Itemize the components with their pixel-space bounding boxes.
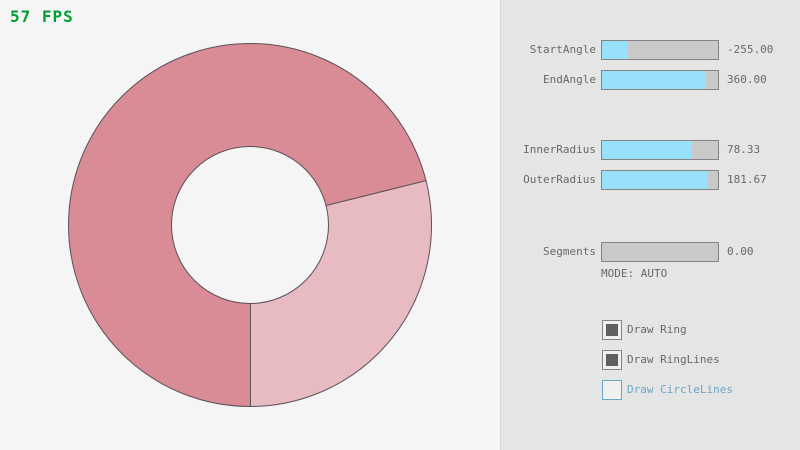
ring-segment-line-bottom <box>250 225 251 407</box>
draw-ringlines-checkbox[interactable] <box>602 350 622 370</box>
inner-radius-slider-fill <box>602 141 693 159</box>
start-angle-slider[interactable] <box>601 40 719 60</box>
draw-circlelines-row: Draw CircleLines <box>501 380 800 400</box>
outer-radius-slider-fill <box>602 171 708 189</box>
draw-circlelines-label: Draw CircleLines <box>627 383 733 396</box>
draw-ringlines-label: Draw RingLines <box>627 353 720 366</box>
outer-radius-label: OuterRadius <box>523 173 596 186</box>
segments-slider[interactable] <box>601 242 719 262</box>
draw-ring-checkbox[interactable] <box>602 320 622 340</box>
start-angle-label: StartAngle <box>529 43 596 56</box>
end-angle-row: EndAngle 360.00 <box>501 70 800 90</box>
start-angle-slider-fill <box>602 41 628 59</box>
segments-label: Segments <box>543 245 596 258</box>
draw-ring-label: Draw Ring <box>627 323 687 336</box>
outer-radius-slider[interactable] <box>601 170 719 190</box>
draw-circlelines-checkbox[interactable] <box>602 380 622 400</box>
donut-ring-graphic <box>68 43 432 407</box>
fps-counter: 57 FPS <box>10 7 74 26</box>
start-angle-value: -255.00 <box>727 43 774 56</box>
segments-row: Segments 0.00 <box>501 242 800 262</box>
outer-radius-row: OuterRadius 181.67 <box>501 170 800 190</box>
draw-ring-checkbox-mark <box>606 324 618 336</box>
inner-radius-slider[interactable] <box>601 140 719 160</box>
inner-radius-value: 78.33 <box>727 143 761 156</box>
draw-ringlines-row: Draw RingLines <box>501 350 800 370</box>
draw-ring-row: Draw Ring <box>501 320 800 340</box>
draw-circlelines-checkbox-mark <box>606 384 618 396</box>
outer-radius-value: 181.67 <box>727 173 767 186</box>
end-angle-slider[interactable] <box>601 70 719 90</box>
end-angle-label: EndAngle <box>543 73 596 86</box>
control-panel: StartAngle -255.00 EndAngle 360.00 Inner… <box>500 0 800 450</box>
inner-radius-label: InnerRadius <box>523 143 596 156</box>
segments-mode-text: MODE: AUTO <box>601 267 668 280</box>
segments-value: 0.00 <box>727 245 754 258</box>
ring-inner-hole <box>171 146 329 304</box>
draw-ringlines-checkbox-mark <box>606 354 618 366</box>
inner-radius-row: InnerRadius 78.33 <box>501 140 800 160</box>
end-angle-value: 360.00 <box>727 73 767 86</box>
end-angle-slider-fill <box>602 71 707 89</box>
start-angle-row: StartAngle -255.00 <box>501 40 800 60</box>
